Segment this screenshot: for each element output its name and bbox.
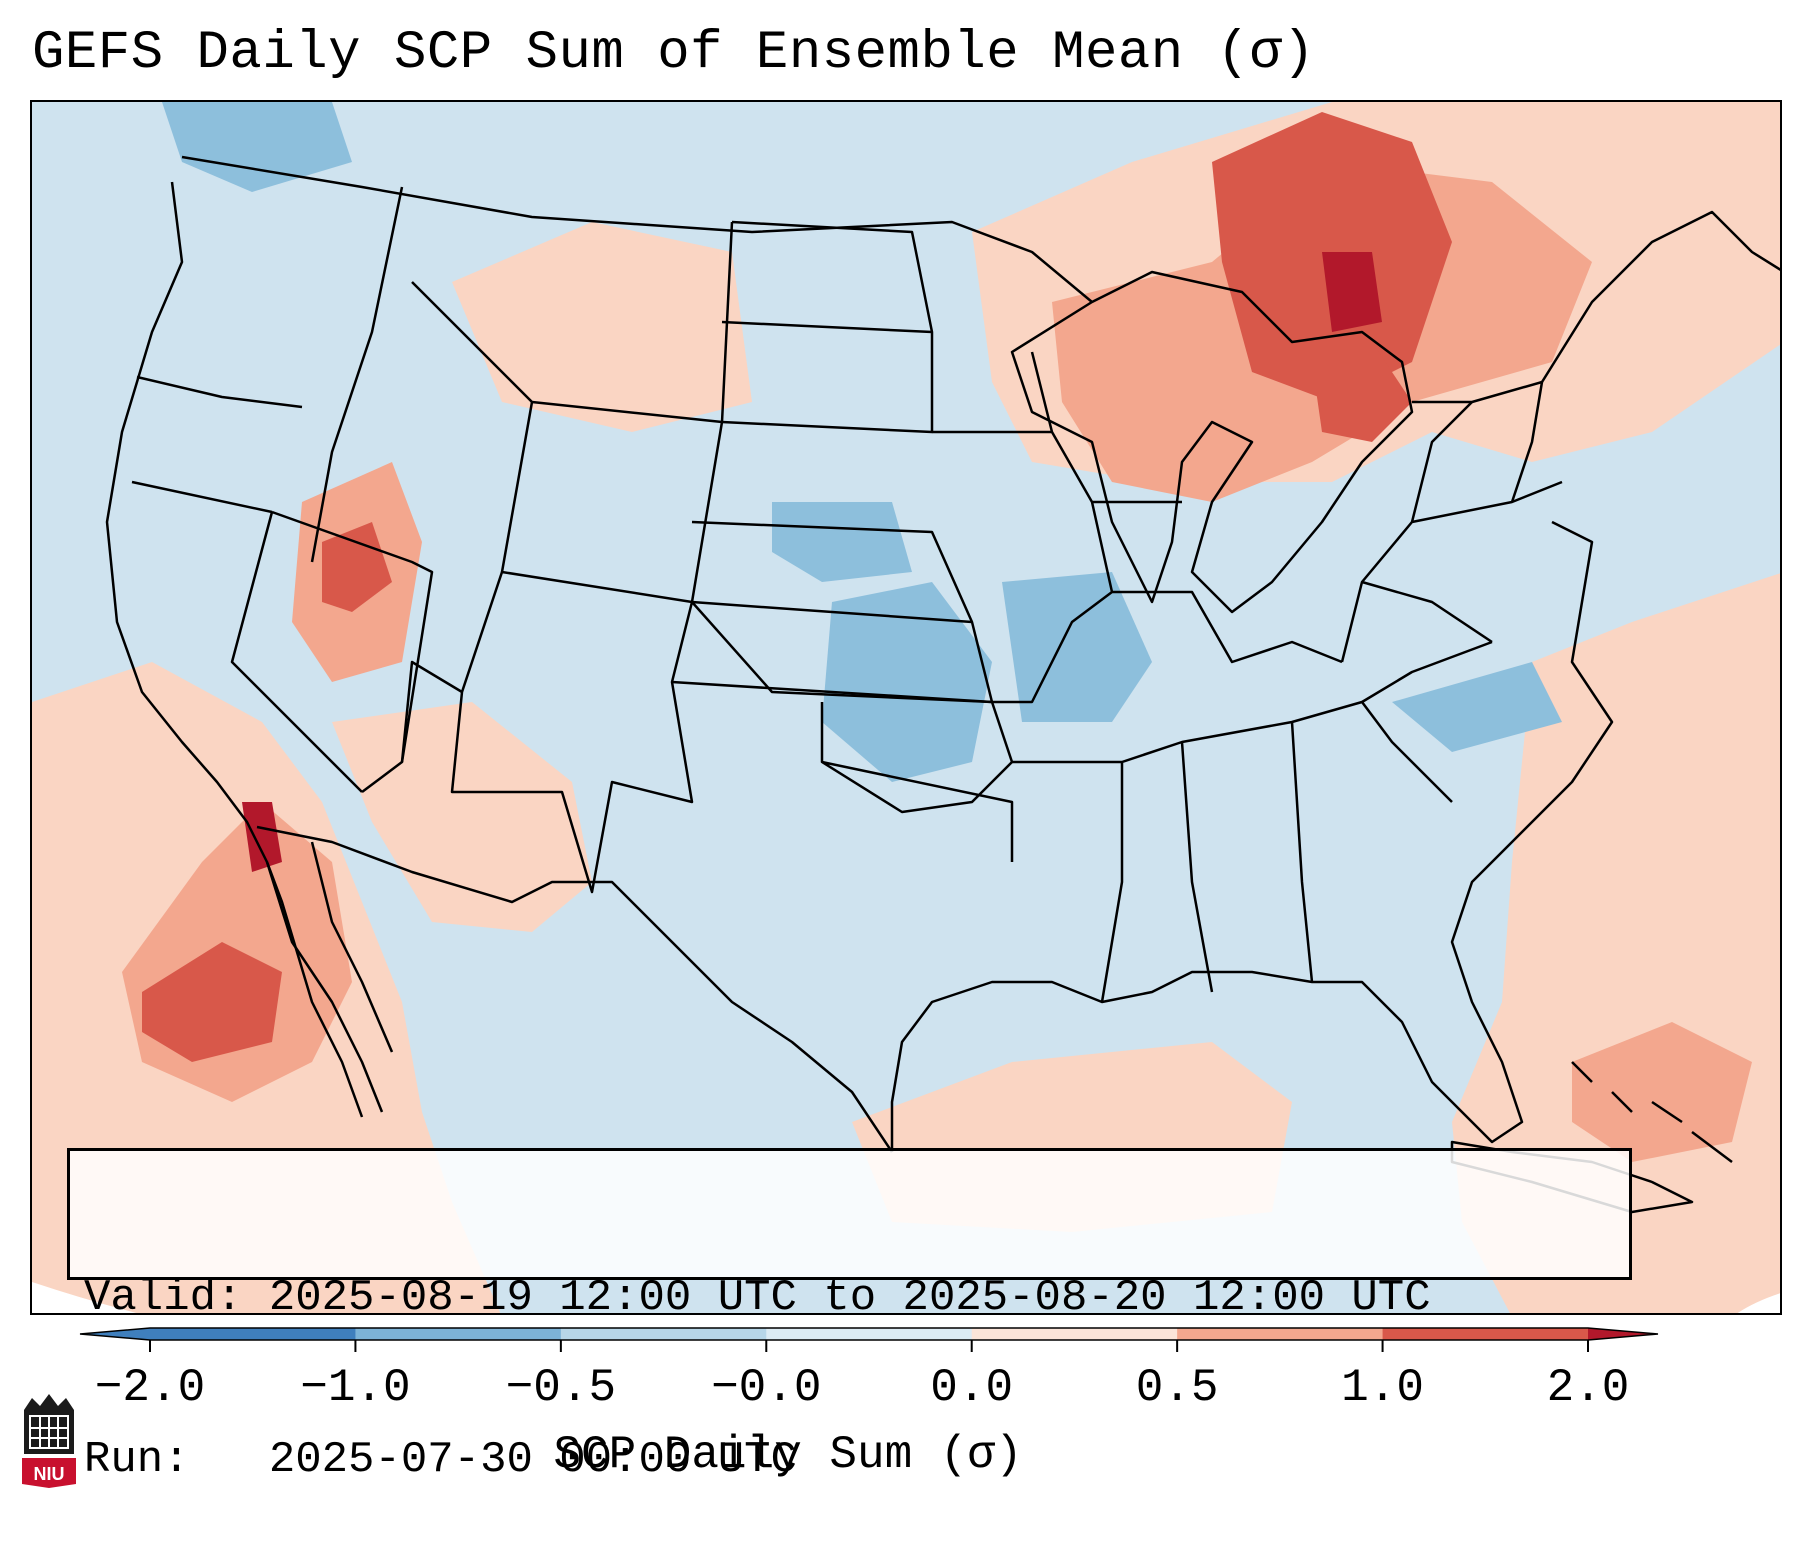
colorbar-tick-label: −0.5 (505, 1362, 617, 1414)
anomaly-nebraska-negative (772, 502, 912, 582)
border-ne-ks (691, 520, 994, 704)
great-lakes-outline (1010, 270, 1414, 614)
niu-logo-text: NIU (34, 1464, 65, 1484)
anomaly-northern-plains-positive (452, 222, 752, 432)
colorbar-segments (79, 1327, 1659, 1341)
colorbar-tick-label: 1.0 (1341, 1362, 1424, 1414)
state-borders (105, 155, 1780, 1214)
colorbar-title: SCP Daily Sum (σ) (553, 1429, 1023, 1481)
anomaly-pacnw-negative (162, 102, 352, 192)
colorbar-tick-label: −0.0 (711, 1362, 822, 1414)
border-ut-az (271, 510, 434, 793)
border-southeast (1012, 640, 1493, 1003)
anomaly-michigan-strong (1312, 342, 1412, 442)
map-canvas (32, 102, 1780, 1313)
border-nv (230, 511, 363, 793)
colorbar-segment (971, 1328, 1178, 1340)
canada-border (181, 155, 1093, 303)
colorbar (79, 1327, 1659, 1352)
west-coastline (105, 181, 364, 1118)
colorbar-tick-label: 2.0 (1546, 1362, 1630, 1414)
valid-time-line: Valid: 2025-08-19 12:00 UTC to 2025-08-2… (84, 1273, 1431, 1323)
anomaly-baja-strong (142, 942, 282, 1062)
border-co-nm (450, 571, 694, 894)
anomaly-caribbean-moderate (1572, 1022, 1752, 1162)
map-title: GEFS Daily SCP Sum of Ensemble Mean (σ) (32, 23, 1316, 84)
anomaly-carolina-negative (1392, 662, 1562, 752)
anomaly-southwest-positive (332, 702, 592, 932)
anomaly-kansas-negative (822, 582, 992, 782)
colorbar-tick-label: −1.0 (300, 1362, 411, 1414)
projection-edge (32, 1282, 137, 1313)
niu-logo: NIU (22, 1394, 76, 1488)
colorbar-tick-label: 0.0 (930, 1362, 1014, 1414)
mexico-border (256, 825, 894, 1153)
anomaly-quebec-max (1322, 252, 1382, 332)
colorbar-segment (1177, 1328, 1384, 1340)
border-id (310, 186, 404, 563)
map-panel (30, 100, 1782, 1315)
colorbar-segment (150, 1328, 356, 1340)
border-wa-or (136, 375, 303, 409)
border-or-ca (131, 480, 273, 514)
projection-edge-right (1737, 1293, 1780, 1313)
baja-peninsula (265, 841, 394, 1113)
colorbar-segment (766, 1328, 973, 1340)
border-az (400, 660, 463, 763)
colorbar-tick-label: 0.5 (1135, 1362, 1219, 1414)
colorbar-tick-marks (149, 1340, 1589, 1352)
colorbar-extend-max (1588, 1328, 1658, 1340)
colorbar-extend-min (80, 1328, 150, 1340)
border-wy-co (500, 401, 724, 604)
colorbar-segment (355, 1328, 562, 1340)
border-northeast (1340, 381, 1563, 663)
colorbar-tick-label: −2.0 (94, 1362, 206, 1414)
colorbar-segment (1382, 1328, 1589, 1340)
valid-run-info-box: Valid: 2025-08-19 12:00 UTC to 2025-08-2… (67, 1148, 1632, 1485)
colorbar-segment (560, 1328, 767, 1340)
border-midwest (932, 351, 1343, 704)
east-coastline (890, 210, 1780, 1152)
run-time-line: Run: 2025-07-30 00:00 UTC (84, 1435, 797, 1485)
anomaly-nevada-strong (322, 522, 392, 612)
bahamas-outline (1571, 1061, 1733, 1163)
anomaly-socal-max (242, 802, 282, 872)
